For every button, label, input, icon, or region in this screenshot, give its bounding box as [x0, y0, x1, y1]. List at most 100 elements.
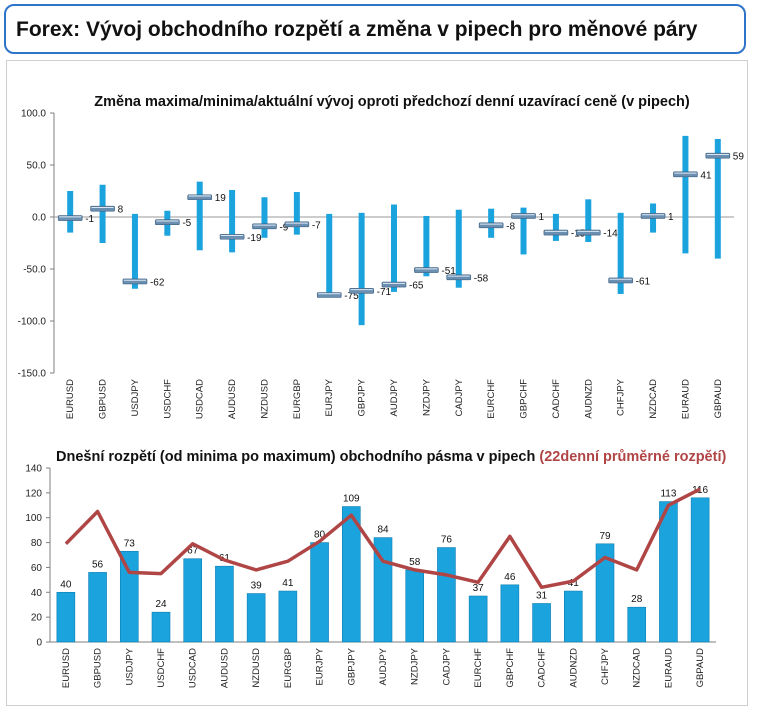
chart2-title: Dnešní rozpětí (od minima po maximum) ob…	[56, 449, 726, 465]
chart1-range-bar	[455, 209, 462, 288]
chart1-data-label: -19	[247, 233, 262, 244]
chart2-bar	[627, 606, 647, 643]
chart1-data-label: 19	[215, 193, 227, 204]
chart2-bar-label: 113	[660, 489, 676, 500]
chart2-x-tick-label: GBPAUD	[695, 648, 706, 688]
chart2-y-tick-label: 140	[25, 464, 42, 475]
chart1-range-bar	[67, 191, 74, 233]
chart2-x-tick-label: NZDUSD	[251, 648, 262, 688]
chart1-current-marker	[349, 288, 374, 294]
chart2-title-main: Dnešní rozpětí (od minima po maximum) ob…	[56, 449, 539, 465]
chart2-bar	[341, 506, 361, 643]
chart1-current-marker	[122, 278, 148, 285]
chart2-x-tick-label: EURJPY	[315, 647, 326, 685]
chart2-bar-label: 84	[377, 525, 389, 536]
chart1-x-tick-label: EURCHF	[486, 379, 497, 419]
chart2-x-tick-label: EURAUD	[663, 648, 674, 688]
chart1-y-tick-label: 100.0	[21, 109, 46, 120]
chart1-data-label: 59	[733, 152, 745, 163]
chart2-title-line-legend: (22denní průměrné rozpětí)	[539, 449, 726, 465]
chart1-data-label: -5	[182, 218, 191, 229]
chart1-range-bar	[682, 135, 689, 254]
chart2-bar-label: 79	[599, 531, 611, 542]
chart2-bar-label: 67	[187, 546, 199, 557]
chart1-range-bar	[520, 207, 527, 255]
chart1-range-bar	[423, 215, 430, 277]
chart2-bar	[532, 603, 551, 643]
chart2-bar	[151, 611, 171, 643]
chart1-current-marker	[478, 222, 504, 229]
chart1-current-marker	[90, 205, 115, 212]
chart1-current-marker	[673, 171, 698, 178]
chart2-bar-label: 80	[314, 530, 326, 541]
chart1-range-bar	[293, 192, 300, 235]
chart2-x-tick-label: GBPJPY	[346, 647, 357, 685]
chart1-current-marker	[155, 219, 180, 225]
chart1-data-label: -65	[409, 281, 424, 292]
chart2-bar	[56, 591, 76, 643]
chart1-x-tick-label: EURUSD	[65, 379, 76, 419]
chart2-bar-label: 39	[251, 581, 263, 592]
chart2-bar-label: 76	[441, 535, 453, 546]
chart1-range-bar	[714, 139, 721, 259]
chart1-x-tick-label: USDJPY	[130, 378, 141, 416]
chart1-range-bar	[552, 213, 559, 241]
chart1-data-label: -7	[312, 220, 321, 231]
chart2-y-tick-label: 40	[31, 588, 43, 599]
chart2-x-tick-label: NZDCAD	[632, 648, 643, 688]
chart1-x-tick-label: USDCHF	[162, 379, 173, 419]
chart2-x-tick-label: EURCHF	[473, 648, 484, 688]
chart1-current-marker	[187, 194, 213, 201]
chart2-bar	[119, 550, 139, 643]
chart1-current-marker	[640, 213, 666, 219]
chart2-bar	[88, 572, 107, 643]
chart1-x-tick-label: GBPUSD	[98, 379, 109, 419]
chart1-range-bar	[617, 212, 624, 294]
chart1-x-tick-label: USDCAD	[195, 379, 206, 419]
chart2-bar-label: 46	[504, 572, 516, 583]
chart1-title: Změna maxima/minima/aktuální vývoj oprot…	[94, 94, 690, 110]
page-title: Forex: Vývoj obchodního rozpětí a změna …	[16, 18, 698, 41]
chart2-x-tick-label: EURGBP	[283, 648, 294, 688]
chart1-current-marker	[511, 213, 536, 219]
chart1-range-bar	[358, 212, 365, 326]
chart1-data-label: -58	[474, 273, 489, 284]
chart2-x-tick-label: AUDUSD	[219, 648, 230, 688]
chart2-bar	[183, 558, 203, 643]
chart2-average-line	[64, 487, 701, 590]
chart1-data-label: -8	[506, 221, 515, 232]
chart1-current-marker	[381, 281, 407, 288]
chart2-bar-label: 41	[568, 578, 580, 589]
chart2-x-tick-label: CHFJPY	[600, 647, 611, 685]
chart1-range-bar	[196, 181, 203, 251]
chart1-data-label: 8	[118, 205, 124, 216]
chart1-data-label: 41	[700, 170, 712, 181]
chart2-x-tick-label: CADCHF	[537, 648, 548, 688]
chart2-x-tick-label: USDCHF	[156, 648, 167, 688]
chart2-bar-label: 58	[409, 557, 421, 568]
chart1-x-tick-label: AUDNZD	[583, 379, 594, 419]
chart1-current-marker	[57, 215, 83, 221]
chart1-y-tick-label: 0.0	[32, 213, 46, 224]
chart1-range-bar	[229, 189, 236, 253]
chart2-x-tick-label: AUDJPY	[378, 647, 389, 685]
chart1-x-tick-label: CADCHF	[551, 379, 562, 419]
chart1-x-tick-label: GBPAUD	[713, 379, 724, 419]
chart1-x-tick-label: EURAUD	[680, 379, 691, 419]
chart1-data-label: 1	[539, 212, 545, 223]
chart2-bar-label: 37	[473, 583, 485, 594]
chart1-x-tick-label: NZDCAD	[648, 379, 659, 419]
chart2-bar	[278, 590, 298, 643]
chart2-y-tick-label: 60	[31, 563, 43, 574]
chart2-bar	[595, 543, 615, 643]
chart2-x-tick-label: NZDJPY	[410, 647, 421, 685]
chart1-data-label: -9	[279, 222, 288, 233]
chart2-x-tick-label: EURUSD	[61, 648, 72, 688]
chart2-bar	[500, 584, 520, 643]
chart2-x-tick-label: USDJPY	[124, 647, 135, 685]
chart1-current-marker	[543, 229, 569, 236]
chart2-bar	[659, 501, 678, 643]
chart1-range-bar	[326, 213, 333, 298]
chart1-current-marker	[252, 223, 277, 230]
